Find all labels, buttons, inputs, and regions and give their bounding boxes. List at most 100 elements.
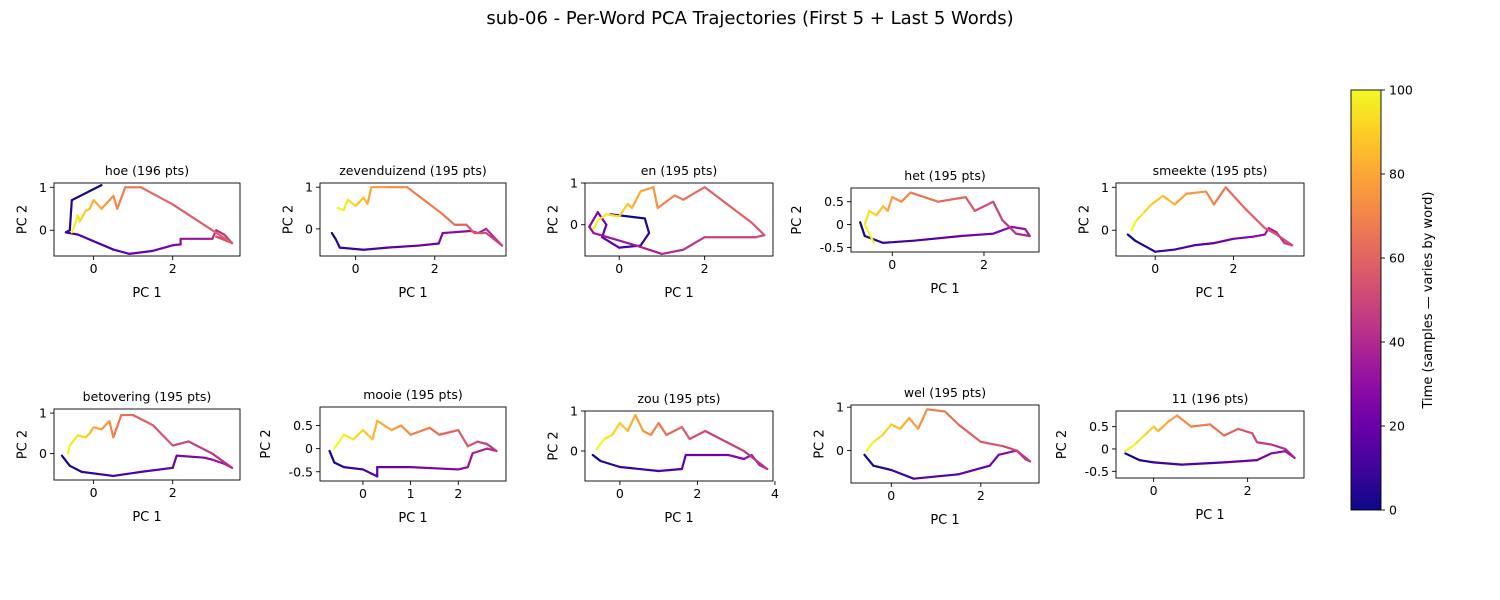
y-tick-label: 1: [39, 406, 47, 421]
trajectory-segment: [1269, 450, 1287, 455]
y-tick-label: 0.5: [1089, 419, 1109, 434]
trajectory-segment: [618, 421, 629, 433]
trajectory-segment: [1130, 220, 1137, 232]
trajectory-segment: [1133, 434, 1146, 446]
trajectory-segment: [1185, 190, 1208, 195]
trajectory-segment: [603, 433, 614, 441]
subplot-title: zou (195 pts): [637, 391, 720, 406]
trajectory-segment: [361, 429, 374, 441]
y-tick-label: 1: [39, 180, 47, 195]
trajectory-segment: [900, 191, 912, 203]
trajectory-segment: [333, 433, 345, 450]
x-tick-label: 2: [169, 485, 177, 500]
x-axis-label: PC 1: [930, 282, 959, 297]
trajectory-segment: [959, 232, 995, 238]
trajectory-segment: [342, 466, 365, 471]
trajectory-segment: [438, 429, 460, 436]
x-tick-label: 0: [90, 261, 98, 276]
subplot-title: en (195 pts): [641, 163, 718, 178]
trajectory-segment: [362, 196, 369, 205]
colorbar-tick-label: 100: [1389, 83, 1413, 98]
trajectory-segment: [886, 196, 894, 212]
subplot-10: 0 2 -0.5 0 0.5 11 (196 pts) PC 1 PC 2: [1055, 391, 1305, 523]
trajectory-segment: [682, 236, 706, 251]
trajectory-segment: [1134, 239, 1157, 253]
trajectory-segment: [872, 464, 893, 472]
trajectory-segment: [592, 231, 638, 247]
trajectory-segment: [908, 416, 920, 430]
trajectory-segment: [595, 437, 606, 451]
trajectory-segment: [171, 243, 182, 247]
axes-frame: [850, 187, 1040, 253]
trajectory-segment: [70, 226, 75, 234]
trajectory-segment: [346, 198, 357, 208]
subplot-title: zevenduizend (195 pts): [339, 163, 487, 178]
trajectory-segment: [112, 413, 123, 439]
colorbar-tick-label: 40: [1389, 335, 1405, 350]
trajectory-segment: [943, 410, 960, 426]
x-tick-label: 4: [771, 486, 779, 501]
trajectory-segment: [428, 426, 441, 436]
trajectory-segment: [639, 186, 655, 193]
trajectory-segment: [92, 199, 103, 210]
y-tick-label: -0.5: [1085, 464, 1109, 479]
x-tick-label: 0: [888, 257, 896, 272]
x-tick-label: 0: [352, 261, 360, 276]
x-tick-label: 0: [1151, 261, 1159, 276]
trajectory-segment: [68, 464, 83, 473]
trajectory-segment: [1204, 190, 1216, 206]
trajectory-segment: [151, 424, 174, 447]
trajectory-segment: [592, 219, 599, 230]
trajectory-segment: [354, 196, 365, 208]
x-tick-label: 2: [1230, 261, 1238, 276]
trajectory-segment: [588, 225, 595, 235]
x-tick-label: 2: [693, 486, 701, 501]
trajectory-segment: [203, 456, 214, 461]
axes-frame: [1115, 410, 1305, 479]
subplot-title: 11 (196 pts): [1172, 391, 1249, 406]
y-tick-label: 0: [305, 441, 313, 456]
trajectory-segment: [1251, 233, 1266, 238]
x-axis-label: PC 1: [664, 286, 693, 301]
trajectory-segment: [361, 468, 379, 478]
y-tick-label: 1: [305, 180, 313, 195]
trajectory-segment: [872, 434, 884, 443]
x-tick-label: 0: [359, 486, 367, 501]
x-tick-label: 2: [169, 261, 177, 276]
trajectory-segment: [338, 246, 365, 251]
subplot-5: 0 2 0 1 smeekte (195 pts) PC 1 PC 2: [1078, 163, 1305, 301]
trajectory-segment: [70, 184, 103, 202]
trajectory-segment: [92, 426, 103, 431]
y-tick-label: 0.5: [293, 418, 313, 433]
subplot-1: 0 2 0 1 hoe (196 pts) PC 1 PC 2: [16, 163, 241, 301]
x-axis-label: PC 1: [398, 511, 427, 526]
trajectory-segment: [1143, 425, 1155, 437]
axes-frame: [53, 182, 241, 257]
trajectory-segment: [1212, 186, 1227, 206]
trajectory-segment: [1126, 233, 1137, 243]
trajectory-segment: [1142, 203, 1153, 215]
trajectory-segment: [881, 239, 917, 244]
y-axis-label: PC 2: [1055, 430, 1070, 459]
trajectory-segment: [1157, 421, 1169, 433]
trajectory-segment: [485, 231, 504, 247]
trajectory-segment: [128, 249, 155, 255]
x-tick-label: 0: [90, 485, 98, 500]
trajectory-segment: [891, 196, 903, 203]
trajectory-segment: [171, 203, 234, 245]
trajectory-segment: [390, 424, 403, 432]
trajectory-segment: [66, 444, 71, 455]
figure-title: sub-06 - Per-Word PCA Trajectories (Firs…: [486, 8, 1014, 29]
trajectory-segment: [703, 186, 753, 224]
colorbar: 0 20 40 60 80 100 Time (samples — varies by wo…: [1350, 83, 1436, 518]
trajectory-segment: [211, 452, 234, 469]
x-axis-label: PC 1: [930, 513, 959, 528]
trajectory-segment: [1166, 414, 1179, 424]
trajectory-segment: [466, 440, 479, 448]
trajectory-segment: [899, 416, 911, 430]
trajectory-segment: [890, 468, 915, 480]
trajectory-segment: [352, 429, 365, 441]
trajectory-segment: [1190, 423, 1212, 428]
y-tick-label: 1: [836, 400, 844, 415]
